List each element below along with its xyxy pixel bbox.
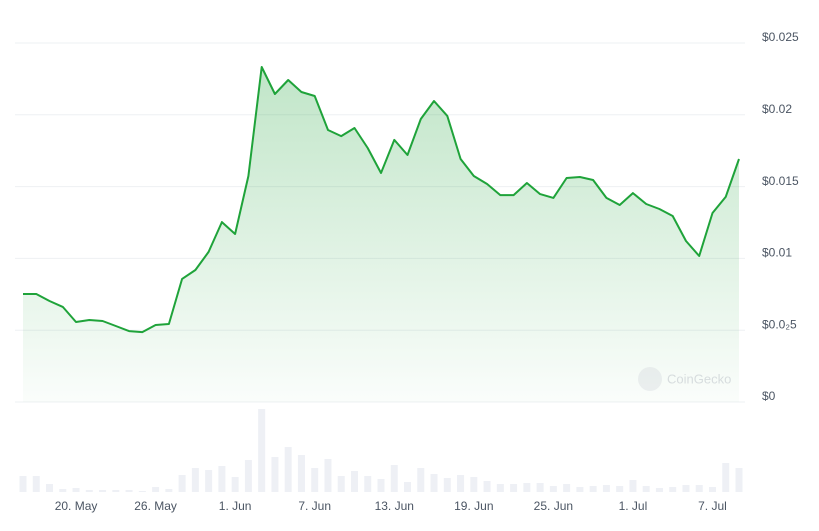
- y-tick-label: $0: [762, 389, 776, 403]
- x-tick-label: 1. Jul: [619, 499, 648, 513]
- volume-bar: [642, 486, 650, 492]
- y-tick-label: $0.0₂5: [762, 317, 797, 331]
- volume-bar: [655, 488, 663, 492]
- volume-bar: [576, 487, 584, 492]
- volume-bar: [152, 487, 160, 492]
- x-tick-label: 25. Jun: [534, 499, 573, 513]
- x-tick-label: 19. Jun: [454, 499, 493, 513]
- price-line: [23, 66, 740, 334]
- volume-bar: [244, 460, 252, 492]
- volume-bar: [297, 455, 305, 492]
- volume-bar: [337, 476, 345, 492]
- volume-bar: [99, 490, 107, 492]
- volume-bar: [350, 471, 358, 492]
- volume-bar: [46, 484, 54, 492]
- watermark-logo: [638, 367, 662, 391]
- volume-bar: [271, 457, 279, 492]
- volume-bar: [536, 483, 544, 492]
- volume-bar: [722, 463, 730, 492]
- volume-bar: [205, 470, 213, 492]
- volume-bar: [549, 486, 557, 492]
- volume-bar: [364, 476, 372, 492]
- x-tick-label: 13. Jun: [375, 499, 414, 513]
- volume-bar: [682, 485, 690, 492]
- volume-bar: [602, 485, 610, 492]
- volume-bar: [708, 487, 716, 492]
- volume-bar: [430, 474, 438, 492]
- volume-bar: [284, 447, 292, 492]
- volume-bar: [496, 484, 504, 492]
- volume-bar: [616, 486, 624, 492]
- volume-bar: [443, 478, 451, 492]
- x-tick-label: 7. Jun: [298, 499, 331, 513]
- volume-bar: [218, 466, 226, 492]
- volume-bar: [629, 480, 637, 492]
- x-tick-label: 20. May: [55, 499, 98, 513]
- volume-bar: [523, 483, 531, 492]
- volume-bar: [324, 459, 332, 492]
- volume-bar: [589, 486, 597, 492]
- volume-bar: [695, 485, 703, 492]
- volume-bar: [178, 475, 186, 492]
- volume-bar: [390, 465, 398, 492]
- volume-bar: [404, 482, 412, 492]
- volume-bar: [138, 491, 146, 492]
- y-tick-label: $0.025: [762, 30, 799, 44]
- volume-bar: [470, 477, 478, 492]
- y-tick-label: $0.015: [762, 174, 799, 188]
- volume-bar: [85, 490, 93, 492]
- volume-bar: [59, 489, 67, 492]
- volume-bar: [457, 475, 465, 492]
- volume-bar: [258, 409, 266, 492]
- volume-bar: [165, 489, 173, 492]
- volume-bar: [735, 468, 743, 492]
- x-tick-label: 7. Jul: [698, 499, 727, 513]
- volume-bar: [669, 487, 677, 492]
- volume-bar: [417, 468, 425, 492]
- volume-bar: [191, 468, 199, 492]
- volume-bar: [125, 490, 133, 492]
- price-area: [23, 67, 739, 402]
- volume-bar: [483, 481, 491, 492]
- volume-bar: [563, 484, 571, 492]
- y-tick-label: $0.01: [762, 246, 792, 260]
- volume-bar: [32, 476, 40, 492]
- y-tick-label: $0.02: [762, 102, 792, 116]
- volume-bar: [231, 477, 239, 492]
- watermark-text: CoinGecko: [667, 371, 731, 386]
- volume-bar: [72, 488, 80, 492]
- x-tick-label: 26. May: [134, 499, 177, 513]
- volume-bar: [19, 476, 27, 492]
- x-tick-label: 1. Jun: [219, 499, 252, 513]
- volume-bar: [112, 490, 120, 492]
- volume-bar: [377, 479, 385, 492]
- volume-bar: [311, 468, 319, 492]
- volume-bar: [510, 484, 518, 492]
- watermark: CoinGecko: [638, 367, 731, 391]
